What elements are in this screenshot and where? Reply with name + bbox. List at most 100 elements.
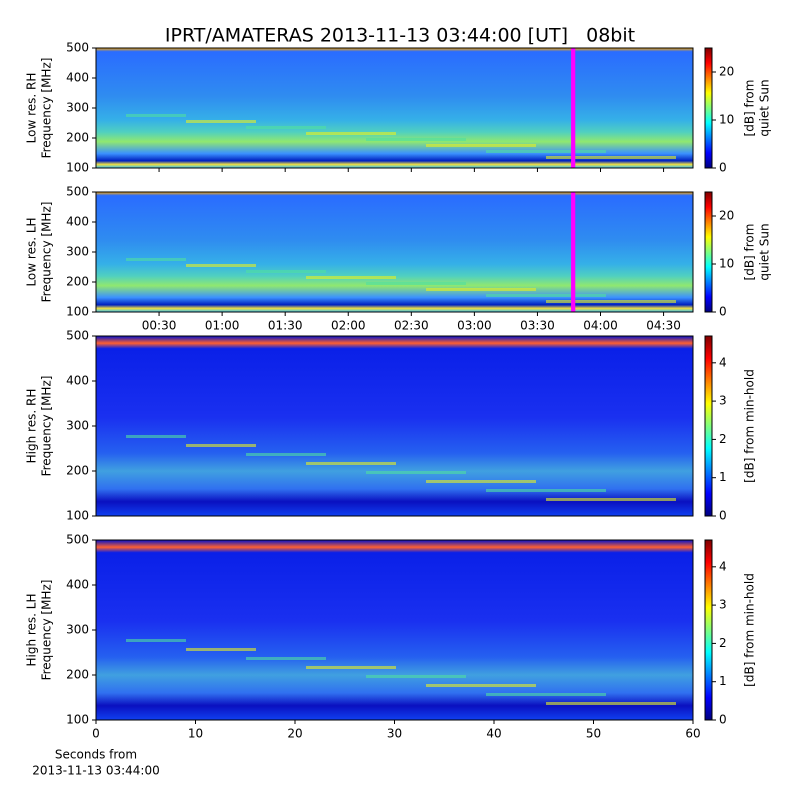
colorbar-tick-label: 2 (719, 636, 727, 650)
y-tick-label: 100 (66, 305, 89, 319)
colorbar-tick-label: 0 (719, 509, 727, 523)
x-tick-label: 04:00 (583, 319, 618, 333)
spectrogram-streak (426, 480, 536, 483)
colorbar (704, 191, 713, 313)
spectrogram-streak (126, 258, 186, 261)
y-axis-label: Frequency [MHz] (40, 376, 54, 477)
y-tick-label: 400 (66, 71, 89, 85)
colorbar-tick-label: 4 (719, 559, 727, 573)
y-axis-label: High res. RH (25, 389, 39, 464)
y-axis-label: Low res. RH (25, 73, 39, 144)
spectrogram-streak (546, 498, 676, 501)
x-axis-label: Seconds from (55, 748, 137, 762)
colorbar-tick-label: 20 (719, 209, 734, 223)
spectrogram-streak (306, 132, 396, 135)
colorbar-tick-label: 10 (719, 257, 734, 271)
x-tick-label: 01:00 (205, 319, 240, 333)
x-tick-label: 02:00 (331, 319, 366, 333)
spectrogram-streak (486, 294, 606, 297)
x-tick-label: 10 (188, 727, 203, 741)
y-tick-label: 500 (66, 185, 89, 199)
highlight (571, 192, 576, 312)
spectrogram-streak (366, 471, 466, 474)
spectrogram-streak (126, 639, 186, 642)
colorbar-tick-label: 3 (719, 598, 727, 612)
colorbar (704, 335, 713, 517)
y-tick-label: 200 (66, 275, 89, 289)
spectrogram (96, 540, 693, 720)
colorbar-tick-label: 0 (719, 713, 727, 727)
colorbar-tick-label: 3 (719, 394, 727, 408)
x-tick-label: 02:30 (394, 319, 429, 333)
y-tick-label: 300 (66, 245, 89, 259)
spectrogram-streak (246, 126, 326, 129)
colorbar-label: [dB] from (743, 80, 757, 137)
x-tick-label: 01:30 (268, 319, 303, 333)
y-axis-label: Frequency [MHz] (40, 580, 54, 681)
spectrogram-streak (306, 462, 396, 465)
spectrogram-streak (306, 666, 396, 669)
y-tick-label: 300 (66, 101, 89, 115)
spectrogram-streak (246, 453, 326, 456)
y-tick-label: 200 (66, 668, 89, 682)
x-axis-label: 2013-11-13 03:44:00 (32, 764, 159, 778)
spectrogram (96, 336, 693, 516)
spectrogram-streak (546, 702, 676, 705)
colorbar-tick-label: 1 (719, 674, 727, 688)
y-tick-label: 500 (66, 329, 89, 343)
x-tick-label: 0 (92, 727, 100, 741)
colorbar-tick-label: 2 (719, 432, 727, 446)
colorbar-tick-label: 0 (719, 305, 727, 319)
spectrogram-streak (426, 144, 536, 147)
y-axis-label: High res. LH (25, 593, 39, 666)
spectrogram-streak (246, 270, 326, 273)
y-tick-label: 500 (66, 41, 89, 55)
spectrogram-streak (426, 684, 536, 687)
spectrogram-streak (186, 120, 256, 123)
y-tick-label: 100 (66, 713, 89, 727)
spectrogram-streak (486, 693, 606, 696)
colorbar-label: [dB] from min-hold (743, 573, 757, 687)
y-axis-label: Frequency [MHz] (40, 58, 54, 159)
colorbar (704, 539, 713, 721)
x-tick-label: 50 (586, 727, 601, 741)
y-tick-label: 200 (66, 131, 89, 145)
spectrogram-streak (366, 675, 466, 678)
spectrogram-streak (306, 276, 396, 279)
x-tick-label: 40 (486, 727, 501, 741)
x-tick-label: 20 (287, 727, 302, 741)
y-axis-label: Low res. LH (25, 217, 39, 286)
y-tick-label: 300 (66, 419, 89, 433)
x-tick-label: 30 (387, 727, 402, 741)
colorbar-tick-label: 20 (719, 65, 734, 79)
spectrogram-streak (366, 282, 466, 285)
spectrogram-streak (246, 657, 326, 660)
x-tick-label: 04:30 (646, 319, 681, 333)
spectrogram-streak (186, 648, 256, 651)
spectrogram-streak (486, 150, 606, 153)
colorbar-tick-label: 4 (719, 355, 727, 369)
x-tick-label: 00:30 (142, 319, 177, 333)
y-tick-label: 100 (66, 509, 89, 523)
spectrogram-streak (186, 264, 256, 267)
colorbar-tick-label: 1 (719, 470, 727, 484)
y-tick-label: 500 (66, 533, 89, 547)
spectrogram-streak (546, 300, 676, 303)
y-tick-label: 400 (66, 578, 89, 592)
colorbar-tick-label: 0 (719, 161, 727, 175)
x-tick-label: 60 (685, 727, 700, 741)
spectrogram-streak (186, 444, 256, 447)
colorbar-label: [dB] from min-hold (743, 369, 757, 483)
highlight (571, 48, 576, 168)
y-axis-label: Frequency [MHz] (40, 202, 54, 303)
y-tick-label: 200 (66, 464, 89, 478)
spectrogram-streak (126, 114, 186, 117)
y-tick-label: 400 (66, 374, 89, 388)
y-tick-label: 100 (66, 161, 89, 175)
colorbar-label: quiet Sun (758, 79, 772, 136)
colorbar-label: quiet Sun (758, 223, 772, 280)
x-tick-label: 03:30 (520, 319, 555, 333)
colorbar-tick-label: 10 (719, 113, 734, 127)
chart-title: IPRT/AMATERAS 2013-11-13 03:44:00 [UT] 0… (165, 25, 635, 47)
